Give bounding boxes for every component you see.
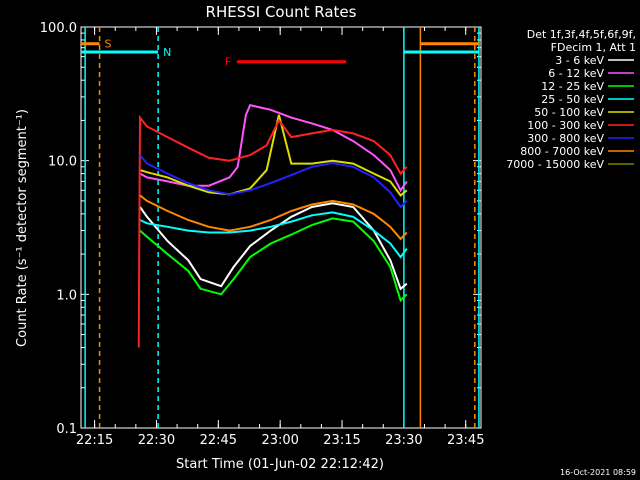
x-axis-label: Start Time (01-Jun-02 22:12:42)	[176, 457, 384, 472]
legend-label: 12 - 25 keV	[541, 80, 604, 93]
legend-label: 7000 - 15000 keV	[506, 158, 604, 171]
legend-label: 25 - 50 keV	[541, 93, 604, 106]
legend-label: 100 - 300 keV	[527, 119, 604, 132]
x-tick-label: 23:30	[385, 433, 422, 448]
legend: Det 1f,3f,4f,5f,6f,9f,FDecim 1, Att 13 -…	[506, 28, 636, 171]
y-tick-label: 10.0	[48, 155, 77, 170]
y-tick-label: 0.1	[56, 422, 77, 437]
series-line-3	[139, 217, 408, 303]
legend-label: 3 - 6 keV	[555, 54, 604, 67]
legend-label: 300 - 800 keV	[527, 132, 604, 145]
x-tick-label: 23:15	[323, 433, 360, 448]
x-tick-label: 22:15	[76, 433, 113, 448]
legend-title-line: Det 1f,3f,4f,5f,6f,9f,	[527, 28, 636, 41]
x-tick-label: 22:45	[200, 433, 237, 448]
y-tick-label: 1.0	[56, 288, 77, 303]
y-tick-label: 100.0	[40, 21, 77, 36]
series-line-8	[139, 194, 408, 241]
annotation-label: N	[163, 46, 171, 59]
series-line-5	[139, 114, 408, 197]
legend-title-line: FDecim 1, Att 1	[551, 41, 636, 54]
y-axis-label: Count Rate (s⁻¹ detector segment⁻¹)	[15, 109, 30, 347]
footer-date: 16-Oct-2021 08:59	[560, 468, 636, 477]
series-line-6	[137, 114, 408, 348]
legend-label: 50 - 100 keV	[534, 106, 604, 119]
legend-label: 6 - 12 keV	[548, 67, 604, 80]
x-tick-label: 22:30	[138, 433, 175, 448]
plot-frame	[80, 26, 482, 429]
annotation-label: F	[225, 56, 231, 69]
series-line-4	[139, 211, 408, 259]
annotation-label: S	[105, 38, 112, 51]
chart-title: RHESSI Count Rates	[206, 3, 357, 21]
plot-area: 22:15 22:30 22:45 23:00 23:15 23:30 23:45 0.1 1.…	[40, 21, 485, 448]
series-line-7	[139, 154, 408, 209]
series-line-1	[139, 202, 408, 291]
legend-label: 800 - 7000 keV	[520, 145, 604, 158]
series-line-2	[139, 104, 408, 193]
x-tick-label: 23:45	[447, 433, 484, 448]
x-tick-label: 23:00	[261, 433, 298, 448]
